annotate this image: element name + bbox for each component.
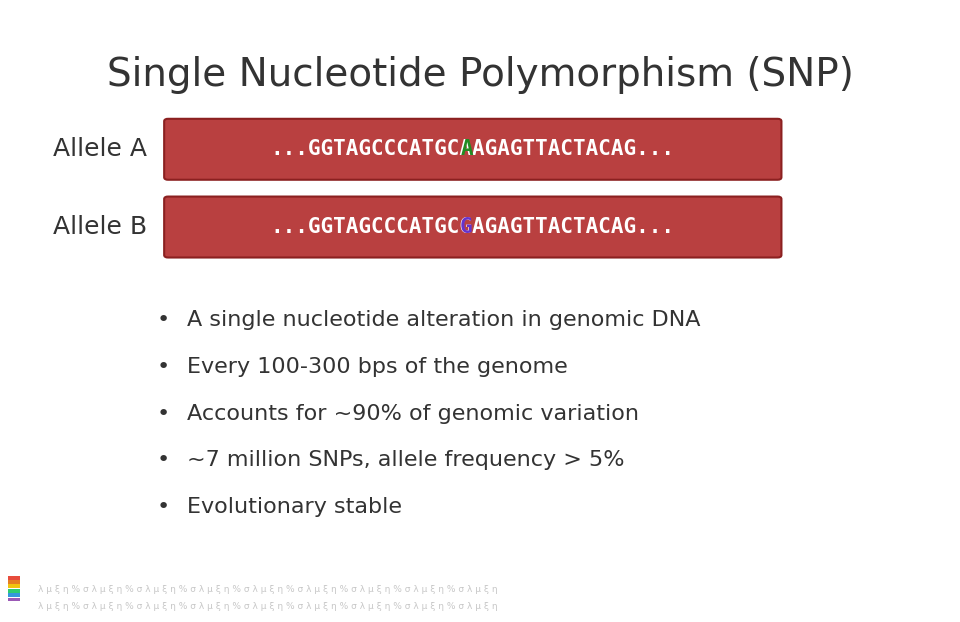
Text: ~7 million SNPs, allele frequency > 5%: ~7 million SNPs, allele frequency > 5% xyxy=(187,450,625,470)
Text: A: A xyxy=(460,139,473,159)
Text: •: • xyxy=(156,404,170,424)
Bar xyxy=(8,580,20,584)
Text: Allele A: Allele A xyxy=(53,137,147,161)
Text: •: • xyxy=(156,357,170,377)
Text: λ μ ξ η % σ λ μ ξ η % σ λ μ ξ η % σ λ μ ξ η % σ λ μ ξ η % σ λ μ ξ η % σ λ μ ξ η : λ μ ξ η % σ λ μ ξ η % σ λ μ ξ η % σ λ μ … xyxy=(38,602,498,611)
Bar xyxy=(8,598,20,601)
Text: Every 100-300 bps of the genome: Every 100-300 bps of the genome xyxy=(187,357,568,377)
Text: ...GGTAGCCCATGCGAGAGTTACTACAG...: ...GGTAGCCCATGCGAGAGTTACTACAG... xyxy=(271,217,675,237)
Text: Accounts for ~90% of genomic variation: Accounts for ~90% of genomic variation xyxy=(187,404,639,424)
Text: •: • xyxy=(156,497,170,517)
FancyBboxPatch shape xyxy=(164,197,781,258)
Text: •: • xyxy=(156,450,170,470)
Text: G: G xyxy=(460,217,473,237)
Text: Single Nucleotide Polymorphism (SNP): Single Nucleotide Polymorphism (SNP) xyxy=(107,56,853,94)
Text: A single nucleotide alteration in genomic DNA: A single nucleotide alteration in genomi… xyxy=(187,310,701,330)
Bar xyxy=(8,576,20,580)
Text: λ μ ξ η % σ λ μ ξ η % σ λ μ ξ η % σ λ μ ξ η % σ λ μ ξ η % σ λ μ ξ η % σ λ μ ξ η : λ μ ξ η % σ λ μ ξ η % σ λ μ ξ η % σ λ μ … xyxy=(38,585,498,594)
Bar xyxy=(8,585,20,588)
Text: ...GGTAGCCCATGCAAGAGTTACTACAG...: ...GGTAGCCCATGCAAGAGTTACTACAG... xyxy=(271,139,675,159)
Text: Allele B: Allele B xyxy=(53,215,147,239)
FancyBboxPatch shape xyxy=(164,119,781,180)
Text: Evolutionary stable: Evolutionary stable xyxy=(187,497,402,517)
Bar xyxy=(8,593,20,597)
Text: •: • xyxy=(156,310,170,330)
Bar xyxy=(8,589,20,593)
